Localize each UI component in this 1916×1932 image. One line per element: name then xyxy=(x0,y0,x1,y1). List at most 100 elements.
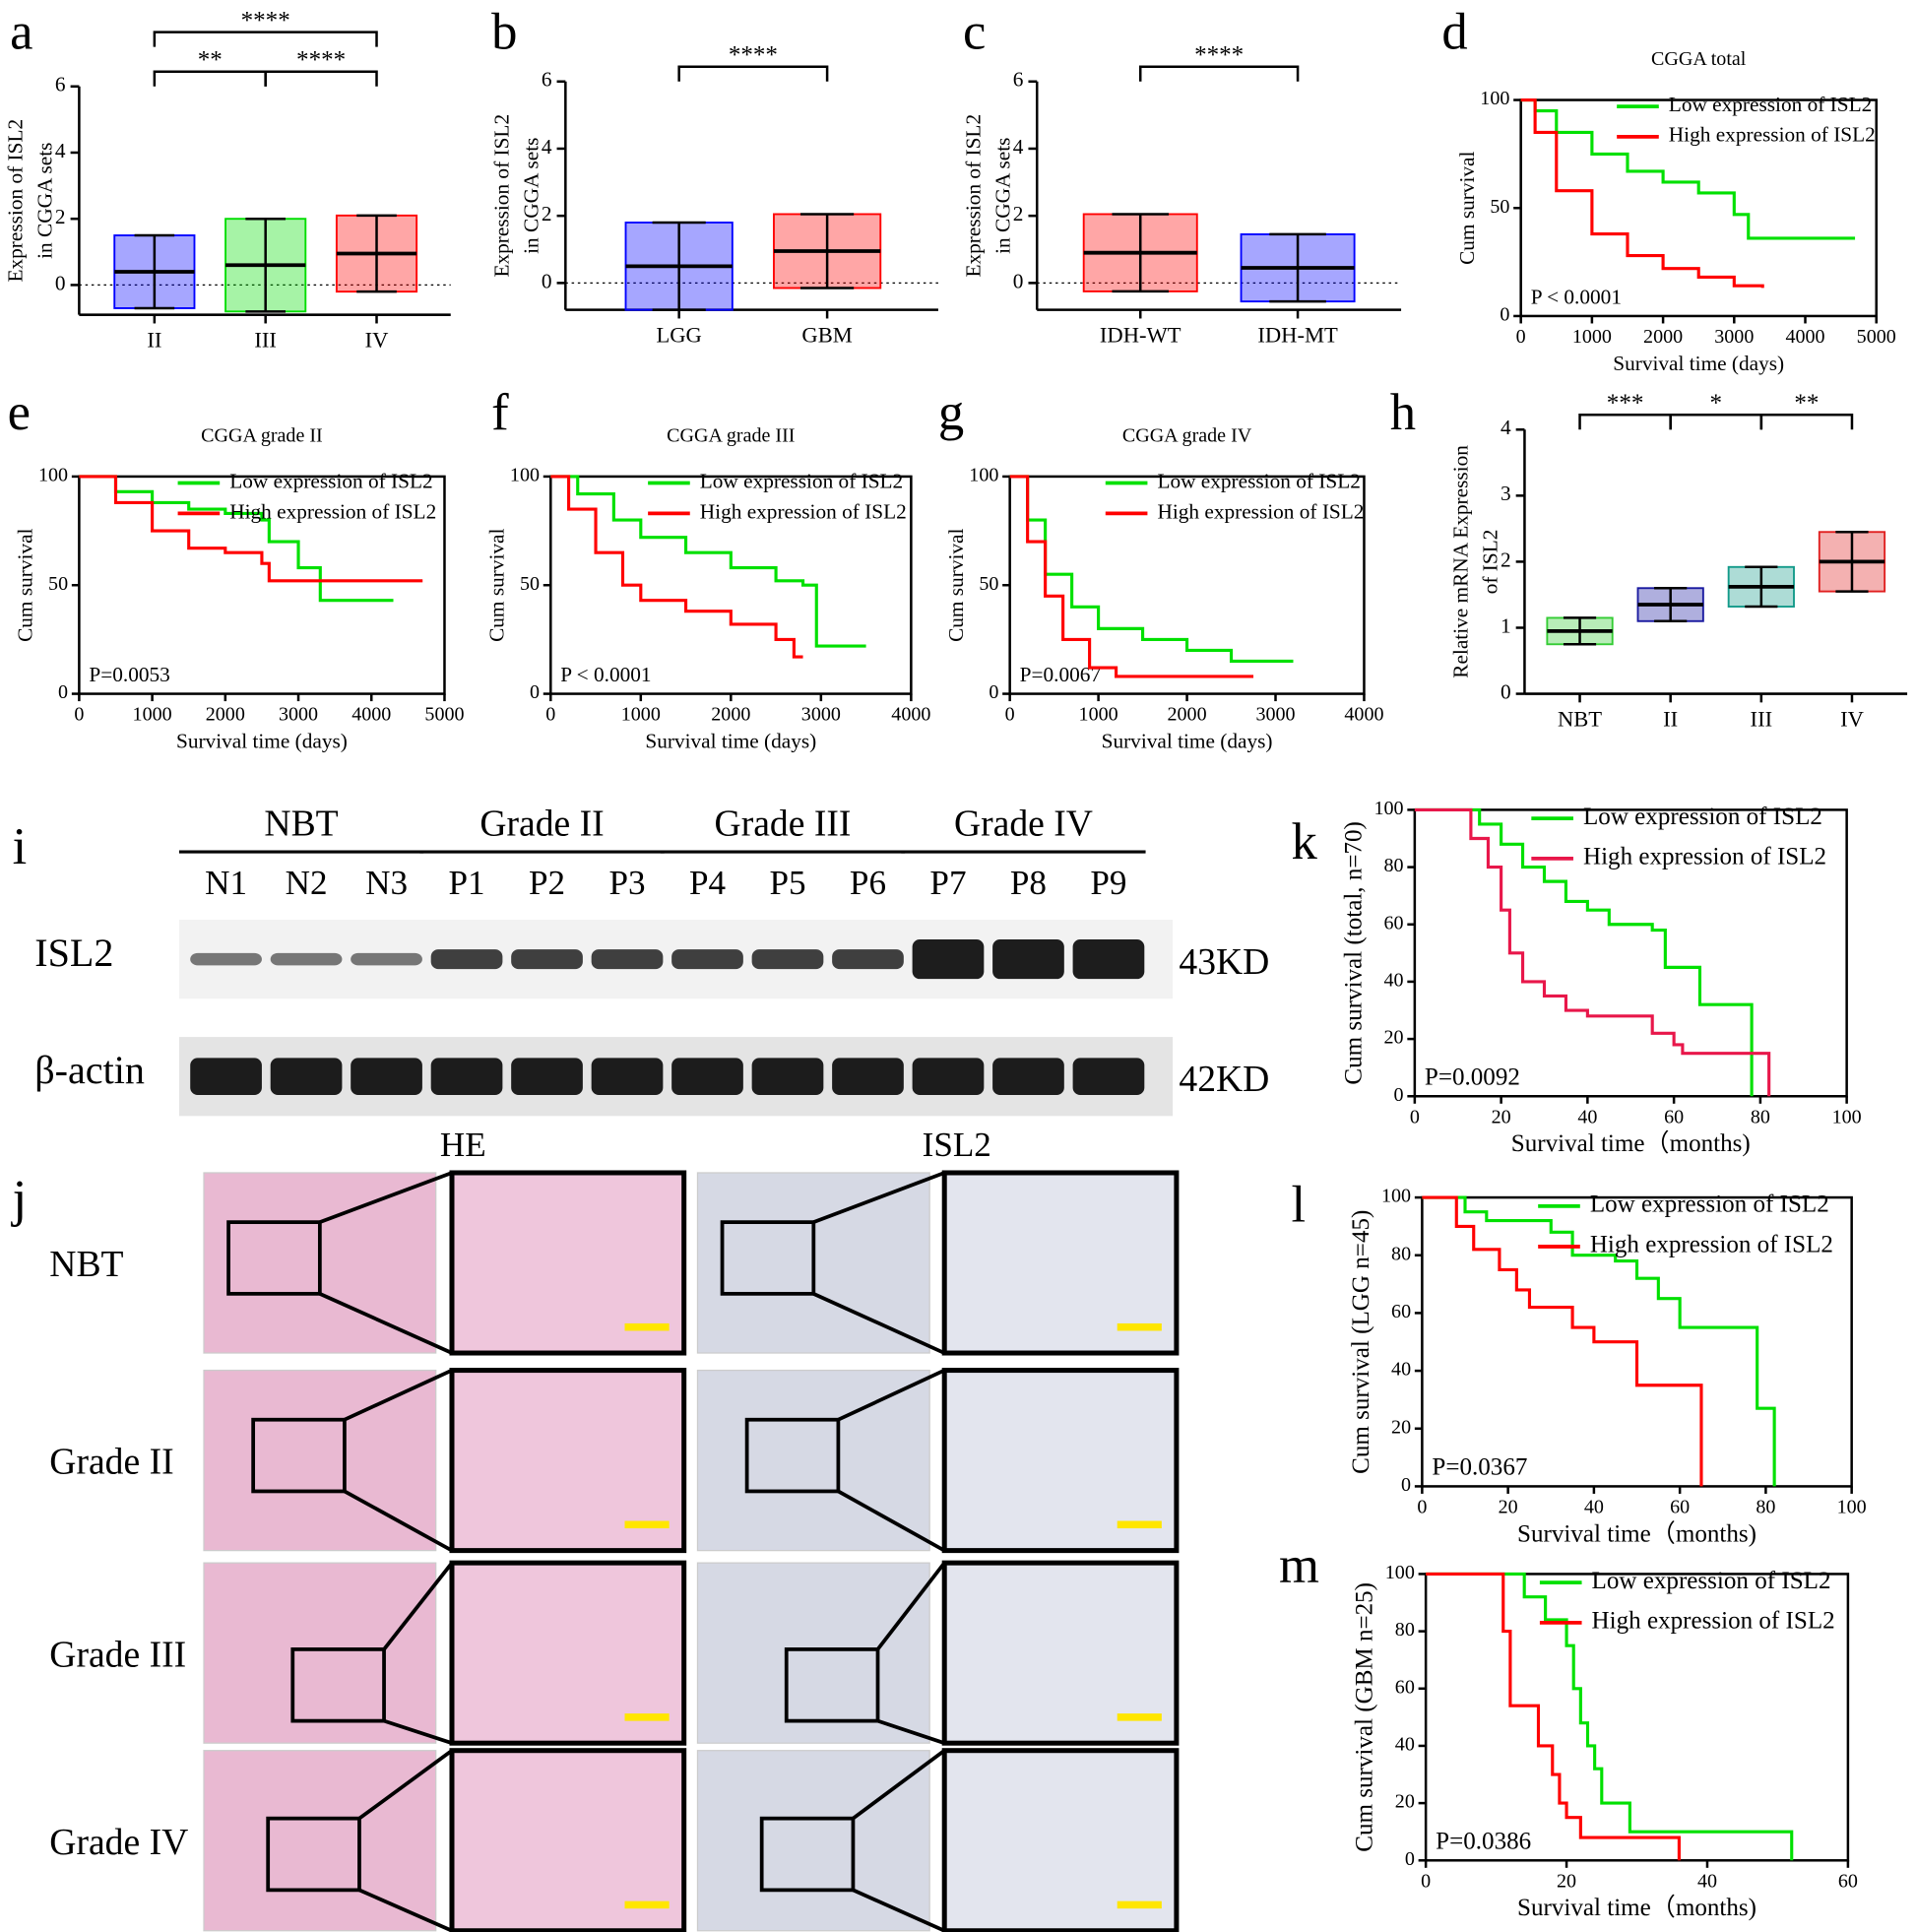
scale-bar xyxy=(624,1713,670,1721)
zoom-box xyxy=(226,1220,322,1296)
panel-letter: b xyxy=(491,4,517,61)
x-tick-label: 0 xyxy=(545,704,555,726)
x-tick-label: 2000 xyxy=(206,704,245,726)
zoom-connector xyxy=(383,1718,453,1745)
y-tick-label: 40 xyxy=(1391,1359,1411,1381)
x-tick-label: 100 xyxy=(1832,1106,1862,1127)
x-axis-label: Survival time（months) xyxy=(1511,1129,1751,1157)
x-tick-label: 5000 xyxy=(1857,326,1896,348)
y-tick-label: 50 xyxy=(979,573,998,595)
x-tick-label: 60 xyxy=(1664,1106,1684,1127)
x-tick-label: II xyxy=(1663,706,1678,731)
y-axis-label: of ISL2 xyxy=(1479,530,1502,595)
p-value: P=0.0067 xyxy=(1020,663,1102,686)
lane-label: P8 xyxy=(1010,864,1047,902)
survival-curve xyxy=(1414,807,1754,1097)
blot-band xyxy=(912,1058,985,1096)
lane-label: N3 xyxy=(365,864,408,902)
y-axis-label: Cum survival xyxy=(944,528,968,641)
x-tick-label: 40 xyxy=(1584,1497,1604,1518)
micrograph-zoom xyxy=(449,1368,687,1554)
panel-letter: l xyxy=(1291,1177,1306,1234)
zoom-box xyxy=(266,1816,361,1893)
y-tick-label: 0 xyxy=(1013,269,1024,292)
x-tick-label: IDH-WT xyxy=(1100,322,1182,347)
blot-band xyxy=(591,1058,664,1096)
y-tick-label: 1 xyxy=(1501,613,1511,637)
y-tick-label: 40 xyxy=(1384,970,1404,992)
x-tick-label: 60 xyxy=(1670,1497,1690,1518)
lane-label: P2 xyxy=(529,864,565,902)
zoom-connector xyxy=(837,1368,946,1422)
y-tick-label: 0 xyxy=(1501,679,1511,703)
panel-letter: d xyxy=(1441,4,1467,61)
lane-label: P9 xyxy=(1090,864,1126,902)
y-tick-label: 60 xyxy=(1391,1301,1411,1322)
scale-bar xyxy=(1117,1322,1162,1331)
legend-label: High expression of ISL2 xyxy=(700,499,907,523)
y-axis-label: Expression of ISL2 xyxy=(961,114,985,278)
blot-band xyxy=(591,949,664,970)
lane-label: P4 xyxy=(689,864,726,902)
zoom-connector xyxy=(344,1489,453,1553)
group-label: Grade III xyxy=(715,804,852,845)
y-axis-label: Cum survival xyxy=(14,528,37,641)
y-tick-label: 0 xyxy=(989,681,998,703)
legend-label: Low expression of ISL2 xyxy=(229,469,432,492)
significance-label: **** xyxy=(241,7,290,33)
zoom-connector xyxy=(876,1562,946,1651)
significance-bracket xyxy=(677,65,829,82)
y-tick-label: 6 xyxy=(542,68,552,92)
y-tick-label: 6 xyxy=(1013,68,1024,92)
x-tick-label: IDH-MT xyxy=(1257,322,1338,347)
x-tick-label: III xyxy=(254,327,277,352)
legend-label: High expression of ISL2 xyxy=(1583,844,1826,870)
y-tick-label: 50 xyxy=(520,573,540,595)
blot-band xyxy=(430,1058,503,1096)
survival-curve xyxy=(79,475,394,603)
zoom-connector xyxy=(382,1561,454,1651)
blot-band xyxy=(1072,939,1145,980)
blot-band xyxy=(270,952,343,966)
x-tick-label: 3000 xyxy=(279,704,318,726)
scale-bar xyxy=(1117,1713,1162,1721)
blot-band xyxy=(270,1058,343,1096)
x-tick-label: III xyxy=(1751,706,1773,731)
blot-size-label: 42KD xyxy=(1179,1059,1269,1100)
x-tick-label: 0 xyxy=(1421,1870,1431,1892)
y-tick-label: 2 xyxy=(55,205,66,228)
x-tick-label: 5000 xyxy=(424,704,464,726)
lane-label: P5 xyxy=(769,864,805,902)
zoom-box xyxy=(759,1816,856,1893)
y-tick-label: 40 xyxy=(1395,1734,1415,1756)
blot-row-label: ISL2 xyxy=(34,931,113,975)
lane-label: N1 xyxy=(205,864,247,902)
blot-row-label: β-actin xyxy=(34,1048,145,1092)
legend-label: Low expression of ISL2 xyxy=(1592,1568,1831,1594)
micrograph xyxy=(203,1750,437,1932)
survival-curve xyxy=(1009,475,1254,678)
micrograph-zoom xyxy=(449,1170,687,1356)
legend-label: Low expression of ISL2 xyxy=(700,469,903,492)
lane-label: P3 xyxy=(608,864,645,902)
scale-bar xyxy=(624,1322,670,1331)
micrograph-zoom xyxy=(941,1368,1180,1554)
blot-band xyxy=(351,952,422,966)
zoom-connector xyxy=(852,1888,945,1932)
plot-frame xyxy=(1421,1195,1853,1488)
legend-label: Low expression of ISL2 xyxy=(1157,469,1360,492)
x-tick-label: 2000 xyxy=(1643,326,1683,348)
y-tick-label: 50 xyxy=(1490,196,1509,218)
significance-label: **** xyxy=(729,41,778,68)
x-tick-label: 80 xyxy=(1751,1106,1770,1127)
blot-band xyxy=(1072,1058,1145,1096)
significance-label: ** xyxy=(198,46,223,73)
x-tick-label: 0 xyxy=(74,704,84,726)
blot-size-label: 43KD xyxy=(1179,941,1269,983)
significance-label: **** xyxy=(1194,41,1244,68)
zoom-box xyxy=(784,1647,880,1723)
y-axis-label: Relative mRNA Expression xyxy=(1449,445,1473,678)
y-tick-label: 4 xyxy=(1013,135,1024,159)
micrograph xyxy=(696,1562,930,1744)
